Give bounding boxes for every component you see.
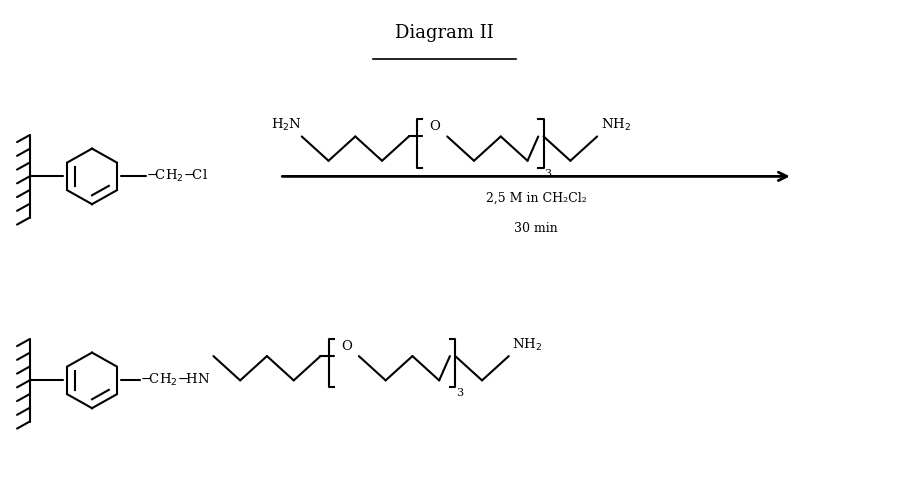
Text: Diagram II: Diagram II: [395, 25, 494, 43]
Text: 2,5 M in CH₂Cl₂: 2,5 M in CH₂Cl₂: [486, 192, 586, 205]
Text: NH$_2$: NH$_2$: [601, 117, 631, 133]
Text: 3: 3: [456, 388, 463, 398]
Text: O: O: [341, 340, 352, 353]
Text: NH$_2$: NH$_2$: [513, 337, 542, 353]
Text: $-\!$CH$_2$$-\!$HN: $-\!$CH$_2$$-\!$HN: [140, 372, 211, 388]
Text: $-\!$CH$_2$$-\!$Cl: $-\!$CH$_2$$-\!$Cl: [145, 169, 207, 185]
Text: O: O: [429, 120, 440, 133]
Text: 3: 3: [544, 169, 551, 179]
Text: 30 min: 30 min: [515, 222, 558, 235]
Text: H$_2$N: H$_2$N: [271, 117, 302, 133]
